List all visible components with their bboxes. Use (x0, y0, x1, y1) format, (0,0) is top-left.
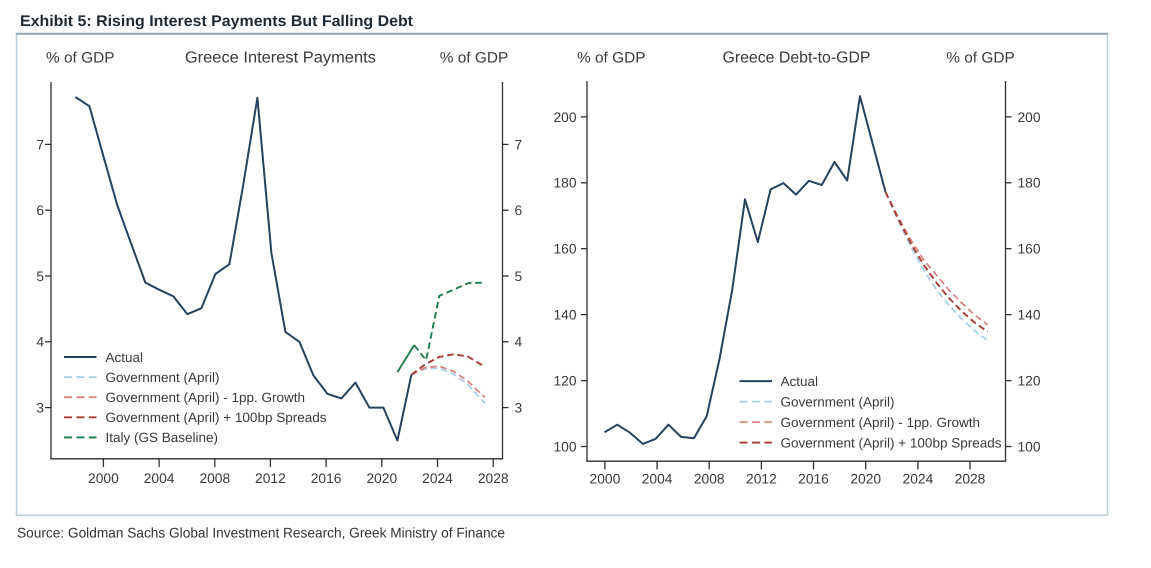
svg-text:160: 160 (1018, 242, 1041, 257)
svg-text:Greece Interest Payments: Greece Interest Payments (185, 50, 376, 67)
svg-text:2008: 2008 (199, 471, 230, 486)
svg-text:2000: 2000 (590, 472, 621, 487)
svg-text:3: 3 (36, 401, 44, 416)
svg-text:200: 200 (553, 110, 576, 125)
svg-text:Actual: Actual (106, 350, 144, 365)
svg-text:2012: 2012 (746, 472, 777, 487)
svg-text:2028: 2028 (955, 472, 986, 487)
svg-text:Actual: Actual (781, 374, 819, 389)
svg-text:5: 5 (515, 269, 523, 284)
svg-text:Exhibit 5: Rising Interest Pay: Exhibit 5: Rising Interest Payments But … (20, 13, 413, 30)
svg-text:3: 3 (515, 401, 523, 416)
svg-text:2000: 2000 (88, 471, 119, 486)
svg-text:Government (April): Government (April) (781, 394, 895, 409)
svg-text:2016: 2016 (798, 472, 829, 487)
svg-text:Greece Debt-to-GDP: Greece Debt-to-GDP (723, 50, 871, 67)
svg-text:200: 200 (1018, 110, 1041, 125)
svg-text:2028: 2028 (478, 471, 509, 486)
svg-text:7: 7 (515, 137, 523, 152)
svg-text:Government (April) + 100bp Spr: Government (April) + 100bp Spreads (106, 410, 327, 425)
svg-text:4: 4 (36, 335, 44, 350)
svg-text:% of GDP: % of GDP (577, 50, 646, 67)
svg-text:% of GDP: % of GDP (946, 50, 1015, 67)
svg-text:100: 100 (553, 439, 576, 454)
svg-text:2004: 2004 (144, 471, 175, 486)
svg-text:7: 7 (36, 137, 44, 152)
svg-text:120: 120 (1018, 374, 1041, 389)
svg-text:140: 140 (553, 308, 576, 323)
svg-text:100: 100 (1018, 439, 1041, 454)
svg-text:2008: 2008 (694, 472, 725, 487)
svg-text:4: 4 (515, 335, 523, 350)
svg-text:% of GDP: % of GDP (440, 50, 509, 67)
svg-text:2020: 2020 (850, 472, 881, 487)
svg-text:180: 180 (1018, 176, 1041, 191)
svg-text:6: 6 (515, 203, 523, 218)
svg-text:180: 180 (553, 176, 576, 191)
svg-text:Government (April) - 1pp. Grow: Government (April) - 1pp. Growth (106, 390, 306, 405)
svg-text:Source: Goldman Sachs Global I: Source: Goldman Sachs Global Investment … (17, 525, 505, 541)
svg-text:6: 6 (36, 203, 44, 218)
svg-text:% of GDP: % of GDP (46, 50, 115, 67)
svg-text:2020: 2020 (366, 471, 397, 486)
svg-text:2004: 2004 (642, 472, 673, 487)
svg-text:2012: 2012 (255, 471, 286, 486)
svg-text:Government (April) + 100bp Spr: Government (April) + 100bp Spreads (781, 435, 1002, 450)
svg-text:2024: 2024 (903, 472, 934, 487)
svg-text:2016: 2016 (311, 471, 342, 486)
svg-text:Italy (GS Baseline): Italy (GS Baseline) (106, 430, 219, 445)
svg-text:120: 120 (553, 374, 576, 389)
svg-text:2024: 2024 (422, 471, 453, 486)
svg-text:Government (April): Government (April) (106, 370, 220, 385)
svg-text:Government (April) - 1pp. Grow: Government (April) - 1pp. Growth (781, 415, 981, 430)
svg-text:5: 5 (36, 269, 44, 284)
svg-text:160: 160 (553, 242, 576, 257)
svg-text:140: 140 (1018, 308, 1041, 323)
